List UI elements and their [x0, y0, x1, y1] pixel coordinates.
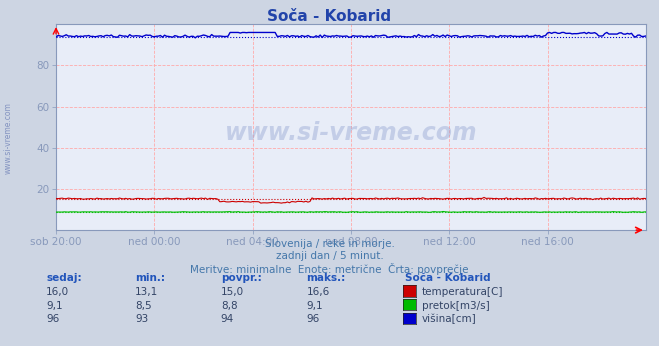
Text: Soča - Kobarid: Soča - Kobarid	[405, 273, 491, 283]
Text: 8,8: 8,8	[221, 301, 237, 311]
Text: 8,5: 8,5	[135, 301, 152, 311]
Text: sedaj:: sedaj:	[46, 273, 82, 283]
Text: 96: 96	[306, 315, 320, 325]
Text: 9,1: 9,1	[306, 301, 323, 311]
Text: 13,1: 13,1	[135, 287, 158, 297]
Text: 15,0: 15,0	[221, 287, 244, 297]
Text: 9,1: 9,1	[46, 301, 63, 311]
Text: povpr.:: povpr.:	[221, 273, 262, 283]
Text: Slovenija / reke in morje.: Slovenija / reke in morje.	[264, 239, 395, 249]
Text: višina[cm]: višina[cm]	[422, 314, 476, 325]
Text: www.si-vreme.com: www.si-vreme.com	[3, 102, 13, 174]
Text: 93: 93	[135, 315, 148, 325]
Text: zadnji dan / 5 minut.: zadnji dan / 5 minut.	[275, 251, 384, 261]
Text: maks.:: maks.:	[306, 273, 346, 283]
Text: temperatura[C]: temperatura[C]	[422, 287, 503, 297]
Text: 16,6: 16,6	[306, 287, 330, 297]
Text: pretok[m3/s]: pretok[m3/s]	[422, 301, 490, 311]
Text: min.:: min.:	[135, 273, 165, 283]
Text: Meritve: minimalne  Enote: metrične  Črta: povprečje: Meritve: minimalne Enote: metrične Črta:…	[190, 263, 469, 275]
Text: www.si-vreme.com: www.si-vreme.com	[225, 121, 477, 145]
Text: 94: 94	[221, 315, 234, 325]
Text: 16,0: 16,0	[46, 287, 69, 297]
Text: 96: 96	[46, 315, 59, 325]
Text: Soča - Kobarid: Soča - Kobarid	[268, 9, 391, 24]
